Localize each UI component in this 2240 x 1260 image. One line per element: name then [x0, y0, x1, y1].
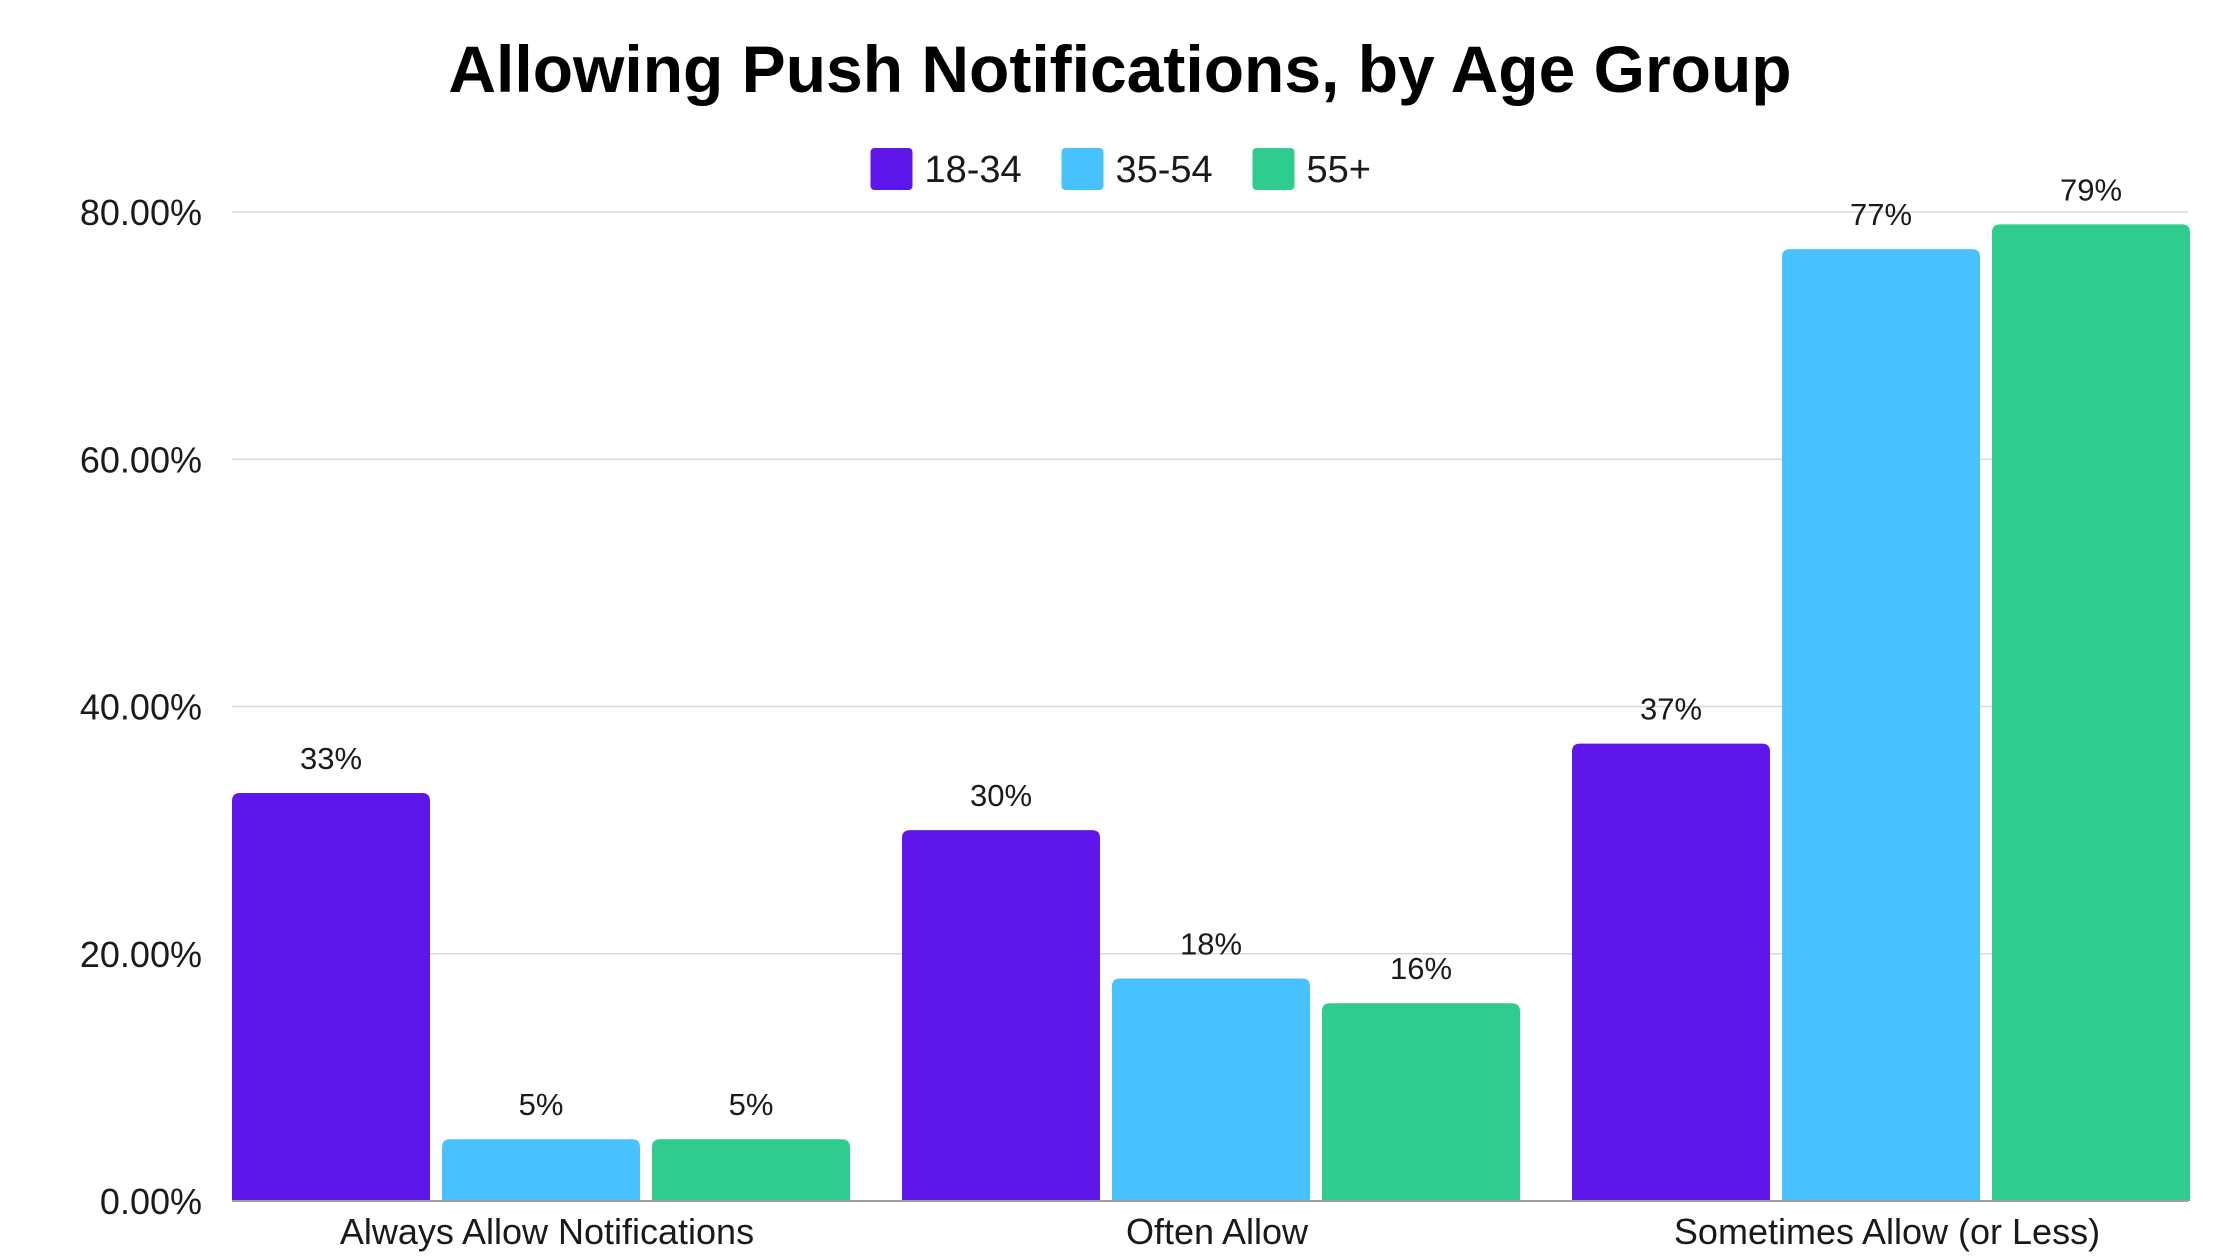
legend-label: 55+: [1307, 149, 1371, 191]
bars: [232, 224, 2190, 1202]
bar: [442, 1139, 640, 1201]
y-axis: 0.00% 20.00% 40.00% 60.00% 80.00%: [80, 192, 202, 1222]
data-label: 79%: [2060, 172, 2122, 207]
data-label: 5%: [729, 1087, 774, 1122]
bar: [1572, 743, 1770, 1201]
y-tick-label: 80.00%: [80, 192, 202, 233]
x-axis: Always Allow Notifications Often Allow Som…: [232, 1200, 2188, 1252]
x-tick-label: Often Allow: [1126, 1211, 1309, 1252]
data-label: 33%: [300, 741, 362, 776]
legend-swatch: [1061, 148, 1104, 190]
legend-swatch: [1252, 148, 1295, 190]
y-tick-label: 60.00%: [80, 439, 202, 480]
legend-item: 35-54: [1061, 148, 1213, 191]
legend-item: 55+: [1252, 148, 1371, 191]
legend-label: 18-34: [925, 149, 1022, 191]
bar: [652, 1139, 850, 1201]
y-tick-label: 40.00%: [80, 687, 202, 728]
data-labels: 33% 5% 5% 30% 18% 16% 37% 77% 79%: [300, 172, 2122, 1122]
y-tick-label: 20.00%: [80, 934, 202, 975]
x-tick-label: Sometimes Allow (or Less): [1674, 1211, 2100, 1252]
bar: [902, 830, 1100, 1201]
chart-title: Allowing Push Notifications, by Age Grou…: [448, 32, 1791, 106]
data-label: 18%: [1180, 926, 1242, 961]
y-tick-label: 0.00%: [100, 1181, 202, 1222]
x-tick-label: Always Allow Notifications: [340, 1211, 754, 1252]
data-label: 30%: [970, 778, 1032, 813]
bar: [1782, 249, 1980, 1201]
data-label: 5%: [519, 1087, 564, 1122]
legend: 18-34 35-54 55+: [870, 148, 1371, 191]
data-label: 37%: [1640, 692, 1702, 727]
bar: [1992, 224, 2190, 1202]
legend-item: 18-34: [870, 148, 1022, 191]
bar: [1112, 978, 1310, 1201]
legend-swatch: [870, 148, 913, 190]
data-label: 77%: [1850, 197, 1912, 232]
bar: [232, 793, 430, 1201]
legend-label: 35-54: [1116, 149, 1213, 191]
bar: [1322, 1003, 1520, 1201]
data-label: 16%: [1390, 951, 1452, 986]
